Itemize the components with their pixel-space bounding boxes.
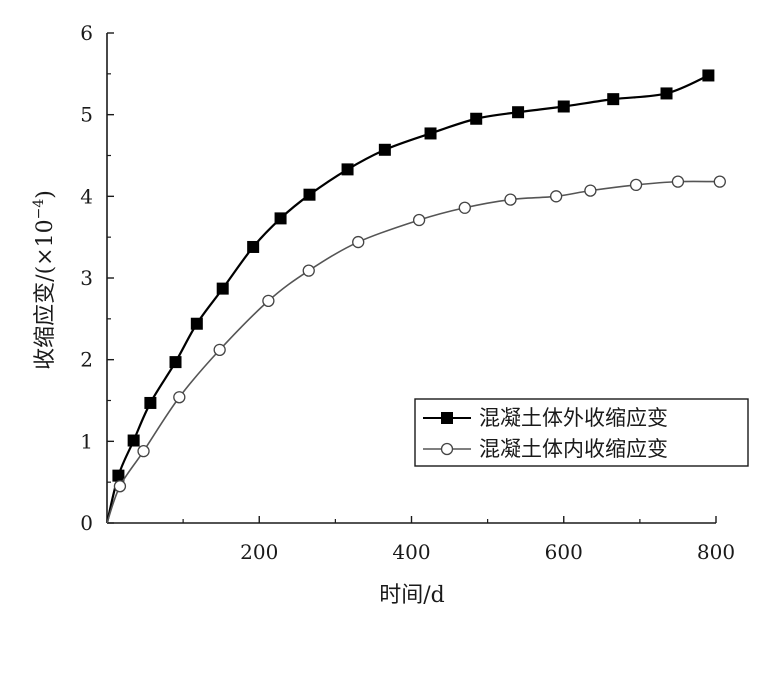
data-point bbox=[341, 163, 354, 176]
data-point bbox=[302, 264, 315, 277]
legend-label: 混凝土体内收缩应变 bbox=[479, 437, 668, 461]
axes: 0 1 2 3 4 5 6 200 400 600 800 bbox=[80, 21, 735, 564]
data-point bbox=[137, 444, 150, 458]
x-axis-label: 时间/d bbox=[379, 583, 445, 608]
data-point bbox=[169, 356, 182, 369]
y-tick-label: 3 bbox=[80, 266, 93, 290]
data-point bbox=[247, 240, 260, 253]
data-point bbox=[702, 69, 715, 82]
data-point bbox=[512, 106, 525, 119]
data-point bbox=[352, 235, 365, 249]
data-point bbox=[671, 175, 685, 188]
series-layer bbox=[105, 69, 726, 524]
data-point bbox=[607, 93, 620, 106]
x-tick-label: 400 bbox=[392, 540, 430, 564]
y-axis-label-exponent: −4 bbox=[31, 199, 47, 220]
y-axis-label: 收缩应变/(×10−4) bbox=[31, 190, 58, 370]
series-2 bbox=[106, 175, 726, 524]
legend-circle-marker bbox=[440, 442, 454, 456]
data-point bbox=[629, 178, 643, 192]
data-point bbox=[173, 391, 186, 404]
data-point bbox=[584, 184, 597, 197]
data-point bbox=[549, 190, 563, 203]
data-point bbox=[144, 396, 157, 409]
legend-box bbox=[414, 398, 749, 467]
data-point bbox=[458, 201, 471, 214]
data-point bbox=[660, 87, 673, 100]
data-point bbox=[274, 212, 287, 225]
y-axis-label-main: 收缩应变/(×10 bbox=[33, 219, 58, 369]
data-point bbox=[190, 317, 203, 330]
x-tick-label: 800 bbox=[697, 540, 735, 564]
data-point bbox=[557, 100, 570, 113]
y-tick-label: 4 bbox=[80, 184, 93, 208]
data-point bbox=[470, 112, 483, 125]
legend-label: 混凝土体外收缩应变 bbox=[479, 406, 668, 430]
series-1 bbox=[105, 69, 715, 524]
data-point bbox=[378, 143, 391, 156]
data-point bbox=[216, 282, 229, 295]
y-tick-label: 5 bbox=[80, 103, 93, 127]
series-line bbox=[106, 180, 720, 524]
data-point bbox=[713, 175, 726, 188]
x-tick-label: 200 bbox=[240, 540, 278, 564]
data-point bbox=[127, 434, 140, 447]
data-point bbox=[303, 188, 316, 201]
y-tick-label: 0 bbox=[80, 511, 93, 535]
y-tick-label: 2 bbox=[80, 348, 93, 372]
data-point bbox=[213, 343, 226, 357]
data-point bbox=[412, 213, 426, 227]
data-point bbox=[112, 469, 125, 482]
legend-square-marker bbox=[441, 412, 453, 424]
y-tick-label: 1 bbox=[80, 429, 93, 453]
y-tick-label: 6 bbox=[80, 21, 93, 45]
x-tick-label: 600 bbox=[545, 540, 583, 564]
data-point bbox=[424, 127, 437, 140]
data-point bbox=[504, 193, 517, 206]
data-point bbox=[262, 294, 275, 308]
data-point bbox=[113, 480, 127, 493]
y-axis-label-close: ) bbox=[33, 190, 58, 199]
